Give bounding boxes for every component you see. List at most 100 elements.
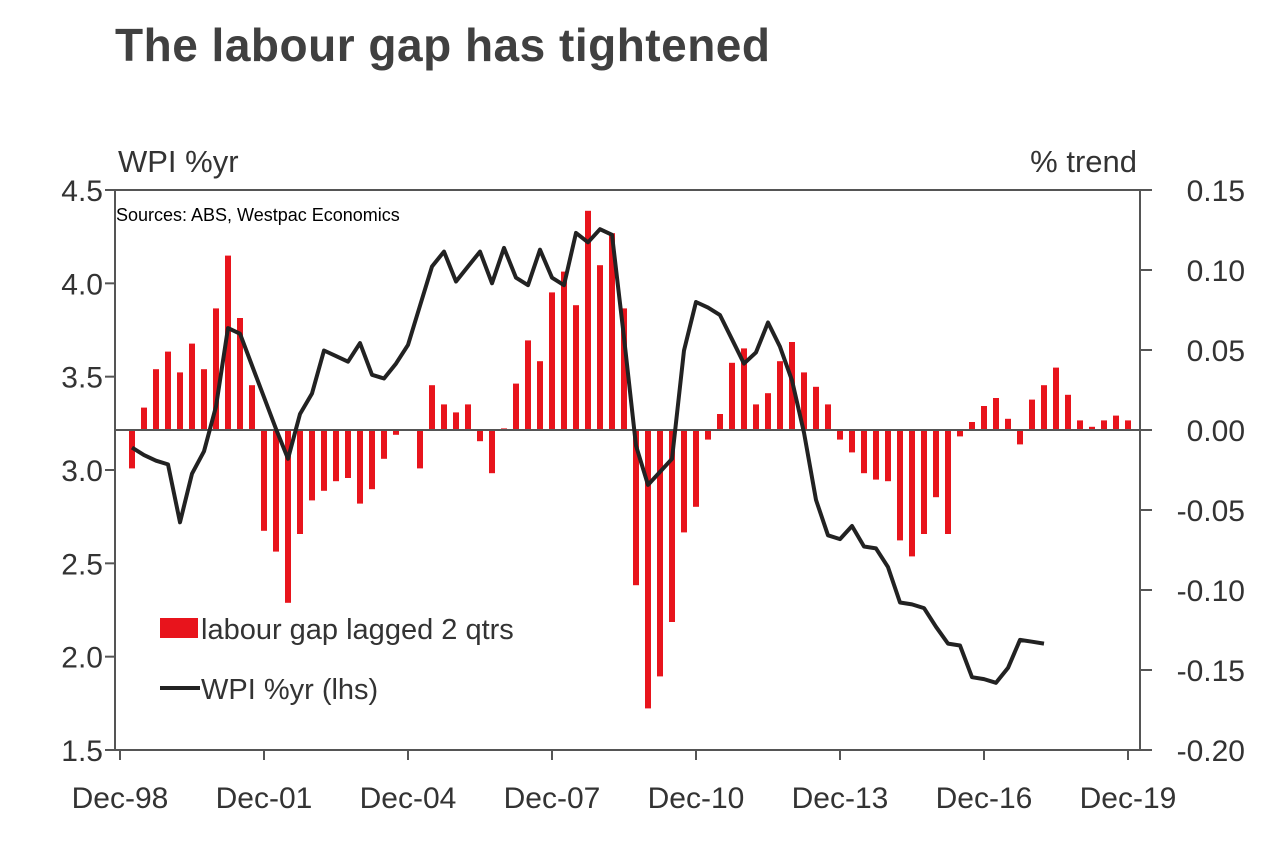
bar-Dec-09 xyxy=(645,430,651,709)
bar-Sep-12 xyxy=(777,361,783,430)
bar-Dec-00 xyxy=(213,308,219,430)
left-axis-title: WPI %yr xyxy=(118,144,239,179)
right-tick-label: 0.05 xyxy=(1187,335,1245,368)
bar-Jun-16 xyxy=(957,430,963,437)
bar-Dec-01 xyxy=(261,430,267,531)
bar-Dec-17 xyxy=(1029,399,1035,430)
bar-Dec-15 xyxy=(933,430,939,498)
bar-Mar-08 xyxy=(561,271,567,430)
legend-label-wpi: WPI %yr (lhs) xyxy=(201,674,378,706)
bar-Dec-10 xyxy=(693,430,699,507)
bar-Mar-01 xyxy=(225,255,231,430)
bar-Mar-05 xyxy=(417,430,423,469)
bar-Jun-15 xyxy=(909,430,915,557)
bar-Sep-09 xyxy=(633,430,639,586)
left-tick-label: 1.5 xyxy=(61,735,103,768)
bar-Sep-16 xyxy=(969,422,975,430)
bar-Jun-05 xyxy=(429,385,435,430)
bar-Jun-13 xyxy=(813,386,819,430)
bar-Mar-10 xyxy=(657,430,663,677)
bar-Jun-09 xyxy=(621,308,627,430)
bar-Dec-07 xyxy=(549,292,555,430)
bar-Mar-19 xyxy=(1089,426,1095,430)
bar-Jun-02 xyxy=(285,430,291,603)
x-tick-label: Dec-04 xyxy=(360,782,457,815)
right-tick-label: -0.15 xyxy=(1177,655,1245,688)
bar-Jun-04 xyxy=(381,430,387,459)
bar-series xyxy=(129,210,1131,709)
bar-Mar-04 xyxy=(369,430,375,490)
left-tick-label: 2.0 xyxy=(61,642,103,675)
legend: labour gap lagged 2 qtrs WPI %yr (lhs) xyxy=(160,614,514,706)
bar-Sep-08 xyxy=(585,210,591,430)
bar-Dec-99 xyxy=(165,351,171,430)
bar-Jun-06 xyxy=(477,430,483,442)
bar-Mar-00 xyxy=(177,372,183,430)
bar-Dec-02 xyxy=(309,430,315,501)
bar-Mar-17 xyxy=(993,398,999,430)
bar-Dec-03 xyxy=(357,430,363,504)
bar-Dec-11 xyxy=(741,348,747,430)
bar-Sep-01 xyxy=(249,385,255,430)
bar-Sep-99 xyxy=(153,369,159,430)
bar-Jun-12 xyxy=(765,393,771,430)
bar-Mar-15 xyxy=(897,430,903,541)
left-tick-label: 4.0 xyxy=(61,268,103,301)
bar-Jun-08 xyxy=(573,305,579,430)
bar-Sep-18 xyxy=(1065,394,1071,430)
bar-Mar-16 xyxy=(945,430,951,534)
bar-Mar-09 xyxy=(609,233,615,430)
bar-Dec-13 xyxy=(837,430,843,440)
bar-Jun-11 xyxy=(717,414,723,430)
right-tick-label: 0.10 xyxy=(1187,255,1245,288)
bar-Dec-05 xyxy=(453,412,459,430)
right-tick-label: -0.20 xyxy=(1177,735,1245,768)
bar-Mar-13 xyxy=(801,372,807,430)
x-tick-label: Dec-10 xyxy=(648,782,745,815)
left-tick-label: 2.5 xyxy=(61,548,103,581)
bar-Sep-02 xyxy=(297,430,303,534)
x-tick-label: Dec-16 xyxy=(936,782,1033,815)
source-note: Sources: ABS, Westpac Economics xyxy=(116,205,400,225)
left-tick-label: 4.5 xyxy=(61,175,103,208)
wpi-line xyxy=(130,227,1045,685)
legend-label-labour-gap: labour gap lagged 2 qtrs xyxy=(201,614,514,646)
bar-Jun-17 xyxy=(1005,418,1011,430)
bar-Sep-11 xyxy=(729,362,735,430)
bar-Dec-08 xyxy=(597,265,603,430)
bar-Sep-17 xyxy=(1017,430,1023,445)
bar-Jun-07 xyxy=(525,340,531,430)
bar-Jun-14 xyxy=(861,430,867,474)
right-tick-label: 0.00 xyxy=(1187,415,1245,448)
bar-Jun-01 xyxy=(237,318,243,430)
x-tick-label: Dec-98 xyxy=(72,782,169,815)
bar-Mar-12 xyxy=(753,404,759,430)
left-tick-label: 3.0 xyxy=(61,455,103,488)
bar-Dec-18 xyxy=(1077,420,1083,430)
bar-Mar-18 xyxy=(1041,385,1047,430)
bar-Jun-18 xyxy=(1053,367,1059,430)
bar-Sep-13 xyxy=(825,404,831,430)
legend-bar-swatch xyxy=(160,618,198,638)
left-tick-label: 3.5 xyxy=(61,362,103,395)
bar-Jun-19 xyxy=(1101,420,1107,430)
bar-Dec-16 xyxy=(981,406,987,430)
bar-Jun-00 xyxy=(189,343,195,430)
right-axis-title: % trend xyxy=(1030,144,1137,179)
bar-Sep-15 xyxy=(921,430,927,534)
bar-Sep-03 xyxy=(345,430,351,478)
bar-Sep-10 xyxy=(681,430,687,533)
right-tick-label: 0.15 xyxy=(1187,175,1245,208)
bar-Sep-04 xyxy=(393,430,399,435)
bar-Sep-06 xyxy=(489,430,495,474)
x-tick-label: Dec-13 xyxy=(792,782,889,815)
x-tick-label: Dec-01 xyxy=(216,782,313,815)
bar-Jun-99 xyxy=(141,407,147,430)
bar-Sep-00 xyxy=(201,369,207,430)
bar-Dec-14 xyxy=(885,430,891,482)
bar-Mar-14 xyxy=(849,430,855,453)
bar-Jun-10 xyxy=(669,430,675,622)
bar-Sep-07 xyxy=(537,361,543,430)
bar-Mar-07 xyxy=(513,383,519,430)
